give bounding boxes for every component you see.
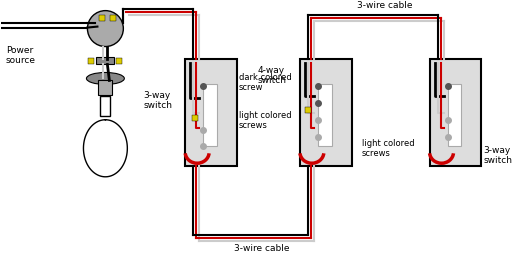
FancyBboxPatch shape — [318, 84, 332, 146]
Text: light colored
screws: light colored screws — [362, 138, 414, 158]
Polygon shape — [83, 120, 127, 177]
FancyBboxPatch shape — [430, 59, 481, 166]
FancyBboxPatch shape — [300, 59, 352, 166]
Text: 3-wire cable: 3-wire cable — [357, 1, 413, 10]
FancyBboxPatch shape — [96, 57, 115, 65]
FancyBboxPatch shape — [98, 80, 113, 95]
Text: Power
source: Power source — [6, 46, 35, 65]
FancyBboxPatch shape — [203, 84, 217, 146]
FancyBboxPatch shape — [185, 59, 237, 166]
Ellipse shape — [86, 72, 125, 84]
Text: 3-wire cable: 3-wire cable — [234, 243, 290, 252]
Text: 4-way
switch: 4-way switch — [258, 66, 287, 85]
FancyBboxPatch shape — [101, 97, 110, 116]
Text: dark colored
screw: dark colored screw — [239, 73, 292, 92]
FancyBboxPatch shape — [448, 84, 462, 146]
Text: 3-way
switch: 3-way switch — [143, 91, 172, 110]
Text: 3-way
switch: 3-way switch — [483, 146, 513, 165]
Text: light colored
screws: light colored screws — [239, 111, 292, 130]
Circle shape — [88, 11, 123, 47]
